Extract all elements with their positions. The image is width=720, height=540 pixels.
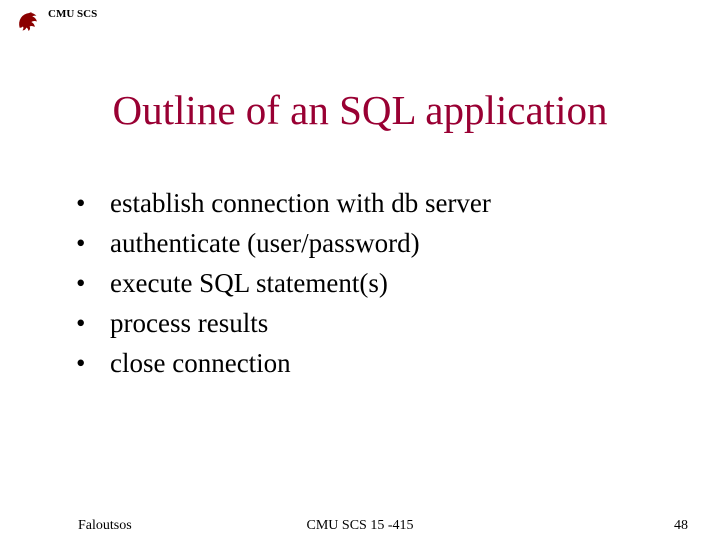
list-item: • process results	[76, 304, 491, 344]
header-label: CMU SCS	[48, 8, 97, 20]
bullet-dot-icon: •	[76, 344, 110, 384]
footer-page-number: 48	[674, 518, 688, 534]
footer-course: CMU SCS 15 -415	[0, 518, 720, 534]
list-item: • authenticate (user/password)	[76, 224, 491, 264]
slide-title: Outline of an SQL application	[0, 86, 720, 134]
bullet-text: execute SQL statement(s)	[110, 264, 388, 304]
bullet-text: establish connection with db server	[110, 184, 491, 224]
cmu-dragon-icon	[14, 8, 42, 36]
list-item: • execute SQL statement(s)	[76, 264, 491, 304]
bullet-text: process results	[110, 304, 268, 344]
bullet-dot-icon: •	[76, 264, 110, 304]
list-item: • establish connection with db server	[76, 184, 491, 224]
list-item: • close connection	[76, 344, 491, 384]
bullet-dot-icon: •	[76, 224, 110, 264]
bullet-text: close connection	[110, 344, 291, 384]
bullet-dot-icon: •	[76, 304, 110, 344]
bullet-text: authenticate (user/password)	[110, 224, 420, 264]
slide-header: CMU SCS	[14, 8, 97, 36]
bullet-dot-icon: •	[76, 184, 110, 224]
bullet-list: • establish connection with db server • …	[76, 184, 491, 384]
